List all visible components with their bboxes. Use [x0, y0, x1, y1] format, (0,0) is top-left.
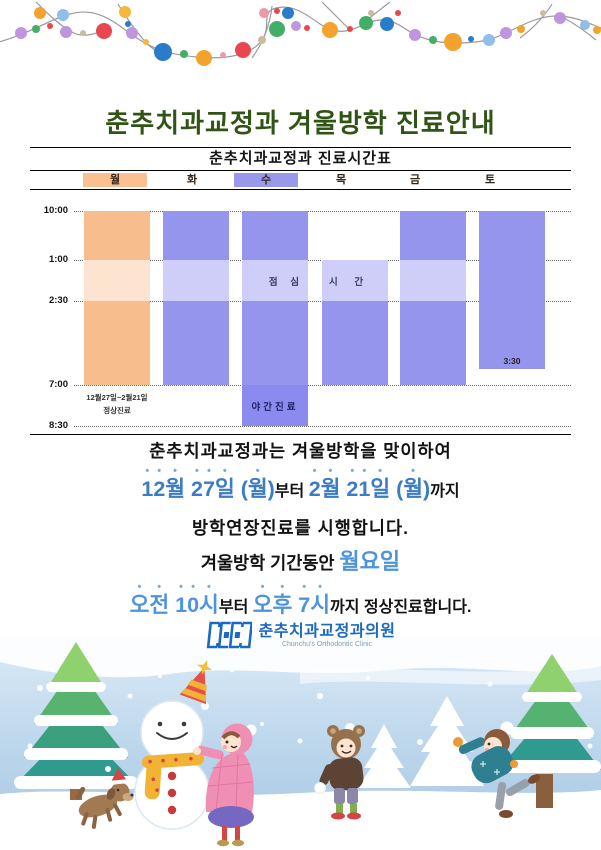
gridline-7:00 [74, 385, 571, 386]
clinic-name-english: Chunchu's Orthodontic Clinic [281, 640, 373, 648]
time-label-7:00: 7:00 [48, 379, 68, 390]
segment-label: 점 심 [268, 276, 304, 288]
pine-tree-left [14, 642, 138, 800]
announcement-line-5: 오전 10시부터 오후 7시까지 정상진료합니다. [0, 581, 601, 626]
line4-prefix: 겨울방학 기간동안 [200, 553, 340, 573]
dog [75, 766, 134, 829]
scarf [142, 752, 204, 800]
day-header-금: 금 [409, 174, 421, 186]
time-label-10:00: 10:00 [43, 205, 68, 216]
clinic-logo: 춘추치과교정과의원 Chunchu's Orthodontic Clinic [0, 620, 601, 650]
segment-label: 시 간 [329, 276, 371, 288]
time-label-8:30: 8:30 [48, 420, 68, 431]
close-time: 오후 7시 [252, 593, 331, 617]
party-hat [179, 659, 213, 705]
announcement-line-3: 방학연장진료를 시행합니다. [192, 518, 409, 538]
schedule-bar-화-10:00-1:00 [163, 211, 229, 260]
day-header-목: 목 [335, 174, 347, 186]
schedule-bar-금-2:30-7:00 [400, 301, 466, 385]
time-label-1:00: 1:00 [48, 254, 68, 265]
gridline-8:30 [74, 426, 571, 427]
schedule-bar-화-2:30-7:00 [163, 301, 229, 385]
schedule-bar-월-1:00-2:30 [84, 260, 150, 301]
time-label-2:30: 2:30 [48, 295, 68, 306]
timetable: 춘추치과교정과 진료시간표 월 화 수 목 금 토 10:00 1:00 2:30 7:00 8:… [30, 147, 571, 435]
schedule-bar-토-10:00-3:30: 3:30 [479, 211, 545, 369]
day-header-화: 화 [186, 174, 198, 186]
schedule-bar-목-2:30-7:00 [322, 301, 388, 385]
schedule-bar-수-7:00-8:30: 야간진료 [242, 385, 308, 426]
announcement-line-4: 겨울방학 기간동안 월요일 [0, 544, 601, 581]
announcement-line-1: 춘추치과교정과는 겨울방학을 맞이하여 [149, 441, 452, 461]
day-header-월: 월 [83, 173, 147, 187]
winter-scene-illustration [0, 636, 601, 850]
schedule-bar-월-2:30-7:00 [84, 301, 150, 385]
schedule-bar-수-2:30-7:00 [242, 301, 308, 385]
vacation-end-date: 2월 21일 (월) [308, 477, 431, 501]
monday-extended-care-note: 12월27일~2월21일 정상진료 [86, 393, 148, 415]
timetable-title: 춘추치과교정과 진료시간표 [30, 148, 571, 171]
snow-band-top [0, 636, 601, 678]
schedule-bar-수-1:00-2:30: 점 심 [242, 260, 308, 301]
open-time: 오전 10시 [129, 593, 219, 617]
garland-bulbs [15, 6, 601, 66]
day-header-토: 토 [484, 174, 496, 186]
schedule-bar-수-10:00-1:00 [242, 211, 308, 260]
monday-highlight: 월요일 [339, 549, 401, 574]
white-tree-silhouettes [357, 696, 484, 788]
kid-teal-sweater [453, 721, 540, 818]
kid-bear-hat [314, 725, 365, 820]
connector-text: 까지 [430, 483, 460, 500]
connector-text: 부터 [274, 483, 309, 500]
schedule-bar-목-1:00-2:30: 시 간 [322, 260, 388, 301]
tree-stump [536, 774, 553, 808]
schedule-bar-금-10:00-1:00 [400, 211, 466, 260]
gridline-10:00 [74, 211, 571, 212]
line5-suffix: 까지 정상진료합니다. [330, 599, 472, 616]
girl-pink-hood [193, 723, 257, 847]
connector-text: 부터 [218, 599, 253, 616]
timetable-chart: 10:00 1:00 2:30 7:00 8:30 12월27일~2월21일 정상진료 점 심… [30, 190, 571, 435]
end-time-label: 3:30 [503, 356, 521, 366]
day-header-수: 수 [234, 173, 298, 187]
clinic-name-korean: 춘추치과교정과의원 [258, 622, 396, 640]
schedule-bar-화-1:00-2:30 [163, 260, 229, 301]
pine-tree-right [498, 654, 601, 808]
announcement-line-2: 12월 27일 (월)부터 2월 21일 (월)까지 [0, 465, 601, 512]
clinic-logo-icon [206, 621, 252, 649]
page-title: 춘추치과교정과 겨울방학 진료안내 [105, 108, 496, 138]
announcement: 춘추치과교정과는 겨울방학을 맞이하여 12월 27일 (월)부터 2월 21일… [0, 438, 601, 626]
vacation-start-date: 12월 27일 (월) [141, 477, 275, 501]
schedule-bar-월-10:00-1:00 [84, 211, 150, 260]
christmas-lights-garland [0, 1, 601, 66]
snowman [134, 659, 213, 830]
segment-label: 야간진료 [251, 401, 299, 413]
schedule-bar-금-1:00-2:30 [400, 260, 466, 301]
